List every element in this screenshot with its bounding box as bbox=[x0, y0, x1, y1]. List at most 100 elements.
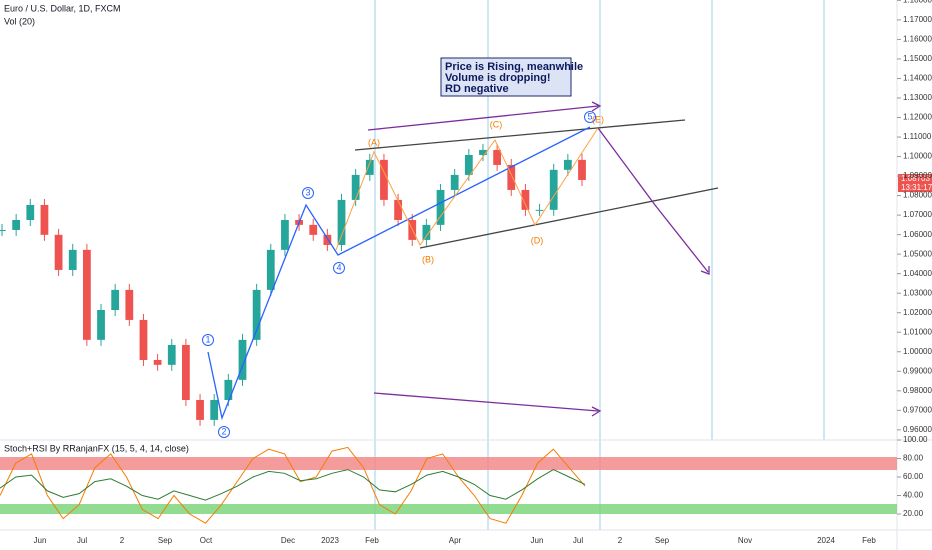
x-tick-label: Feb bbox=[365, 536, 379, 545]
x-tick-label: Nov bbox=[738, 536, 752, 545]
indicator-line bbox=[0, 469, 586, 501]
candle bbox=[281, 220, 289, 250]
y-tick-label: 1.07000 bbox=[903, 210, 932, 219]
y-tick-label: 1.06000 bbox=[903, 230, 932, 239]
wave-label: (D) bbox=[531, 235, 544, 245]
candle bbox=[252, 289, 261, 340]
candle bbox=[68, 249, 77, 270]
candle bbox=[266, 249, 275, 290]
candle bbox=[153, 359, 162, 365]
note-line: Volume is dropping! bbox=[445, 72, 551, 84]
y-tick-label: 1.00000 bbox=[903, 347, 932, 356]
x-tick-label: Jul bbox=[573, 536, 583, 545]
candle bbox=[563, 159, 572, 170]
x-tick-label: Dec bbox=[281, 536, 295, 545]
candle bbox=[323, 234, 332, 245]
candle bbox=[40, 204, 49, 235]
volume-label: Vol (20) bbox=[4, 16, 35, 26]
candle bbox=[26, 204, 35, 220]
y-tick-label: 1.01000 bbox=[903, 327, 932, 336]
countdown: 13:31:17 bbox=[901, 183, 932, 192]
candle bbox=[139, 319, 148, 360]
y-tick-label: 1.08000 bbox=[903, 191, 932, 200]
candle bbox=[224, 379, 233, 400]
x-tick-label: Jun bbox=[34, 536, 47, 545]
x-tick-label: Jun bbox=[531, 536, 544, 545]
y-tick-label: 1.18000 bbox=[903, 0, 932, 4]
candle bbox=[182, 344, 190, 400]
candle bbox=[196, 399, 204, 420]
y-tick-label: 60.00 bbox=[903, 472, 924, 481]
y-tick-label: 1.04000 bbox=[903, 269, 932, 278]
wave-number: 1 bbox=[205, 334, 210, 344]
y-tick-label: 0.98000 bbox=[903, 386, 932, 395]
candle bbox=[507, 164, 516, 190]
note-line: RD negative bbox=[445, 83, 509, 95]
y-tick-label: 20.00 bbox=[903, 509, 924, 518]
candle bbox=[380, 159, 388, 200]
candle bbox=[479, 149, 487, 155]
wave-label: (A) bbox=[368, 137, 380, 147]
y-tick-label: 80.00 bbox=[903, 454, 924, 463]
wave-label: (C) bbox=[490, 119, 503, 129]
candle bbox=[365, 159, 374, 175]
indicator-line bbox=[0, 446, 586, 524]
oversold-band bbox=[0, 504, 897, 514]
candle bbox=[111, 289, 120, 310]
candle bbox=[450, 174, 459, 190]
y-tick-label: 1.02000 bbox=[903, 308, 932, 317]
x-tick-label: Feb bbox=[862, 536, 876, 545]
candle bbox=[210, 399, 219, 420]
wave-label: (E) bbox=[592, 114, 604, 124]
candle bbox=[422, 224, 431, 240]
indicator-title: Stoch+RSI By RRanjanFX (15, 5, 4, 14, cl… bbox=[4, 443, 189, 453]
candle bbox=[54, 234, 63, 270]
wave-number: 2 bbox=[221, 426, 226, 436]
candle bbox=[0, 229, 6, 231]
candle bbox=[238, 339, 247, 380]
x-tick-label: 2 bbox=[618, 536, 623, 545]
x-tick-label: Sep bbox=[655, 536, 670, 545]
wave-number: 4 bbox=[336, 262, 341, 272]
wave-number: 5 bbox=[587, 111, 592, 121]
y-tick-label: 1.03000 bbox=[903, 288, 932, 297]
drawings bbox=[207, 101, 719, 421]
y-tick-label: 0.97000 bbox=[903, 405, 932, 414]
y-tick-label: 1.17000 bbox=[903, 15, 932, 24]
y-tick-label: 100.00 bbox=[903, 435, 928, 444]
candle bbox=[535, 209, 544, 211]
chart-title: Euro / U.S. Dollar, 1D, FXCM bbox=[4, 3, 121, 13]
candle bbox=[436, 189, 445, 225]
note-box bbox=[440, 57, 572, 97]
y-tick-label: 1.14000 bbox=[903, 74, 932, 83]
y-tick-label: 40.00 bbox=[903, 491, 924, 500]
candle bbox=[493, 149, 502, 165]
x-tick-label: 2023 bbox=[321, 536, 339, 545]
wave-abc: (A) (B) (C) (D) (E) bbox=[368, 114, 604, 264]
note-line: Price is Rising, meanwhile bbox=[445, 61, 583, 73]
candle bbox=[309, 224, 318, 235]
wave-number: 3 bbox=[305, 187, 310, 197]
candle bbox=[394, 199, 402, 220]
candle bbox=[351, 174, 360, 200]
y-tick-label: 1.16000 bbox=[903, 35, 932, 44]
y-tick-label: 1.13000 bbox=[903, 93, 932, 102]
x-tick-label: 2024 bbox=[817, 536, 835, 545]
x-tick-label: Oct bbox=[200, 536, 213, 545]
wave-label: (B) bbox=[422, 254, 434, 264]
x-tick-label: Apr bbox=[449, 536, 462, 545]
candle bbox=[125, 289, 134, 320]
overbought-band bbox=[0, 457, 897, 470]
x-tick-label: Jul bbox=[77, 536, 87, 545]
wave-circles bbox=[202, 111, 596, 438]
y-tick-label: 1.10000 bbox=[903, 152, 932, 161]
x-tick-label: 2 bbox=[120, 536, 125, 545]
candle bbox=[97, 309, 105, 340]
last-price: 1.08703 bbox=[901, 174, 930, 183]
y-tick-label: 0.99000 bbox=[903, 366, 932, 375]
y-tick-label: 1.12000 bbox=[903, 113, 932, 122]
candle bbox=[82, 249, 91, 340]
candle bbox=[521, 189, 530, 210]
y-tick-label: 1.15000 bbox=[903, 54, 932, 63]
